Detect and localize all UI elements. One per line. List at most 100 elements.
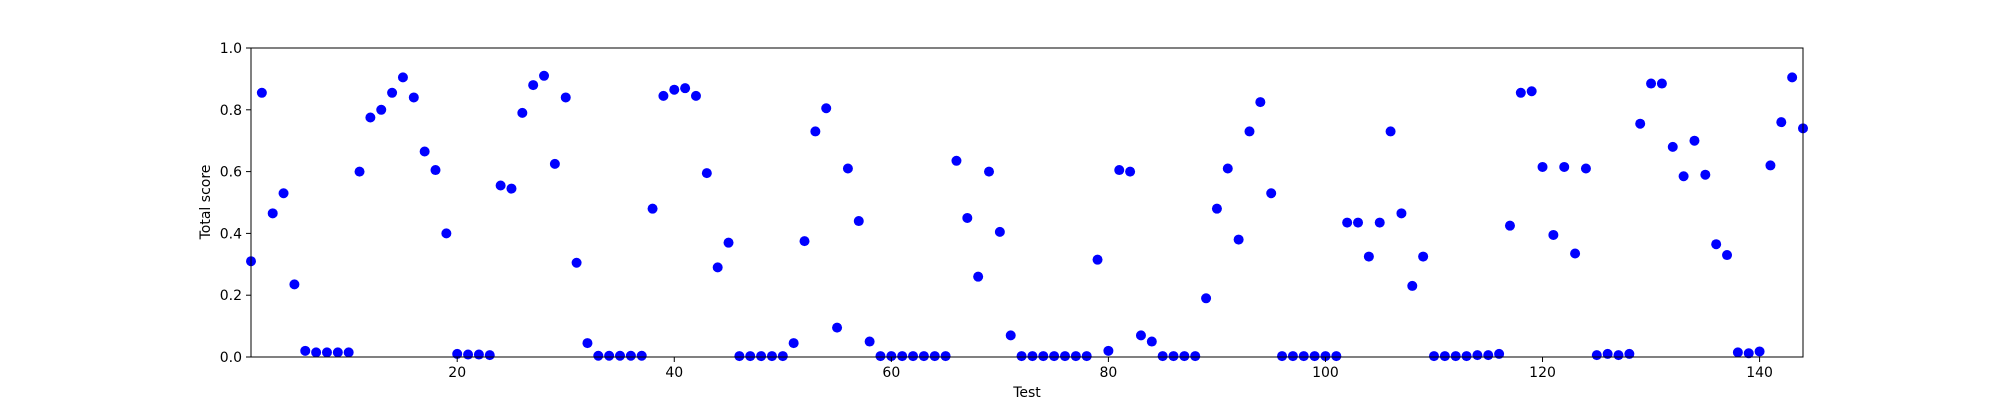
- data-point: [376, 104, 387, 115]
- data-point: [1255, 97, 1266, 108]
- data-point: [484, 350, 495, 361]
- data-point: [1765, 160, 1776, 171]
- data-point: [1613, 350, 1624, 361]
- y-axis-ticks: 0.0 0.2 0.4 0.6 0.8 1.0: [220, 41, 251, 366]
- data-point: [962, 212, 973, 223]
- y-tick-label: 0.4: [220, 226, 242, 242]
- data-point: [1233, 234, 1244, 245]
- data-point: [875, 351, 886, 362]
- data-points: [246, 70, 1808, 362]
- y-tick-label: 0.6: [220, 165, 242, 181]
- data-point: [256, 87, 267, 98]
- data-point: [1374, 217, 1385, 228]
- data-point: [1211, 203, 1222, 214]
- data-point: [1700, 169, 1711, 180]
- data-point: [1125, 166, 1136, 177]
- data-point: [1461, 351, 1472, 362]
- data-point: [908, 351, 919, 362]
- data-point: [571, 257, 582, 268]
- data-point: [918, 351, 929, 362]
- data-point: [669, 84, 680, 95]
- data-point: [1005, 330, 1016, 341]
- data-point: [289, 279, 300, 290]
- data-point: [354, 166, 365, 177]
- data-point: [343, 347, 354, 358]
- data-point: [1103, 345, 1114, 356]
- data-point: [1787, 72, 1798, 83]
- data-point: [1689, 135, 1700, 146]
- x-tick-label: 140: [1746, 365, 1773, 381]
- data-point: [1059, 351, 1070, 362]
- data-point: [528, 80, 539, 91]
- data-point: [1559, 161, 1570, 172]
- x-tick-label: 100: [1312, 365, 1339, 381]
- x-tick-label: 20: [448, 365, 466, 381]
- data-point: [1483, 350, 1494, 361]
- x-tick-label: 120: [1529, 365, 1556, 381]
- data-point: [1081, 351, 1092, 362]
- data-point: [1472, 350, 1483, 361]
- data-point: [1515, 87, 1526, 98]
- data-point: [788, 338, 799, 349]
- data-point: [973, 271, 984, 282]
- y-axis-label: Total score: [198, 165, 214, 241]
- data-point: [517, 107, 528, 118]
- data-point: [1570, 248, 1581, 259]
- x-tick-label: 40: [665, 365, 683, 381]
- data-point: [1363, 251, 1374, 262]
- data-point: [636, 350, 647, 361]
- data-point: [701, 168, 712, 179]
- data-point: [1049, 351, 1060, 362]
- x-tick-label: 60: [882, 365, 900, 381]
- data-point: [419, 146, 430, 157]
- data-point: [756, 351, 767, 362]
- data-point: [473, 349, 484, 360]
- data-point: [604, 350, 615, 361]
- data-point: [1537, 161, 1548, 172]
- data-point: [821, 103, 832, 114]
- data-point: [1743, 348, 1754, 359]
- data-point: [1439, 351, 1450, 362]
- data-point: [1201, 293, 1212, 304]
- x-axis-ticks: 20 40 60 80 100 120 140: [448, 357, 1773, 381]
- data-point: [1667, 141, 1678, 152]
- plot-area: [251, 48, 1803, 357]
- data-point: [452, 348, 463, 359]
- data-point: [929, 351, 940, 362]
- data-point: [311, 347, 322, 358]
- data-point: [832, 322, 843, 333]
- data-point: [1624, 348, 1635, 359]
- data-point: [1722, 250, 1733, 261]
- x-tick-label: 80: [1099, 365, 1117, 381]
- data-point: [1776, 117, 1787, 128]
- data-point: [332, 347, 343, 358]
- data-point: [408, 92, 419, 103]
- data-point: [463, 349, 474, 360]
- data-point: [1678, 171, 1689, 182]
- data-point: [647, 203, 658, 214]
- data-point: [799, 236, 810, 247]
- data-point: [842, 163, 853, 174]
- data-point: [1027, 351, 1038, 362]
- data-point: [853, 216, 864, 227]
- data-point: [1754, 346, 1765, 357]
- data-point: [1407, 280, 1418, 291]
- data-point: [1309, 351, 1320, 362]
- y-tick-label: 0.8: [220, 103, 242, 119]
- data-point: [1146, 336, 1157, 347]
- data-point: [278, 188, 289, 199]
- data-point: [1580, 163, 1591, 174]
- data-point: [1418, 251, 1429, 262]
- data-point: [1298, 351, 1309, 362]
- data-point: [1635, 118, 1646, 129]
- data-point: [1157, 351, 1168, 362]
- data-point: [593, 350, 604, 361]
- data-point: [1038, 351, 1049, 362]
- data-point: [495, 180, 506, 191]
- y-tick-label: 1.0: [220, 41, 242, 57]
- data-point: [1428, 351, 1439, 362]
- data-point: [777, 351, 788, 362]
- data-point: [549, 158, 560, 169]
- data-point: [1526, 86, 1537, 97]
